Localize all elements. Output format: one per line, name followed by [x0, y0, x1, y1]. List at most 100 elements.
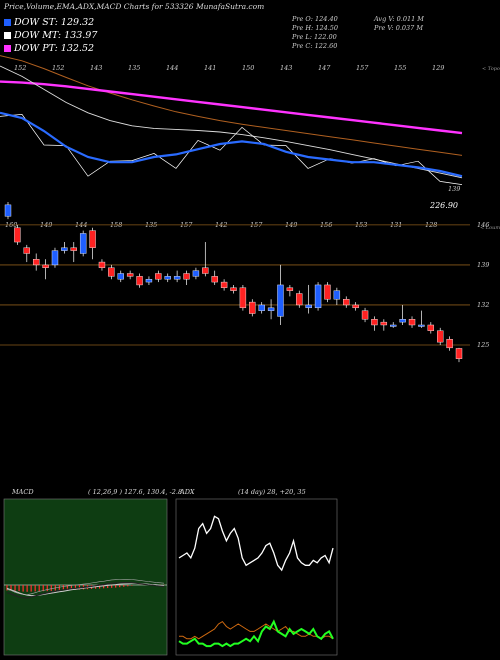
- candle-body: [324, 284, 331, 300]
- candle-body: [399, 319, 406, 323]
- adx-minus-di-line: [178, 619, 334, 648]
- ema-magenta-line: [0, 80, 463, 135]
- adx-panel: [175, 498, 338, 656]
- ema-top-label: 144: [166, 64, 178, 72]
- price-panel: 160 149 144 158 135 157 142 157 149 156 153 131 128 <…: [0, 202, 500, 363]
- price-tick-label: 139: [477, 261, 489, 269]
- candle-body: [202, 267, 209, 274]
- candle-body: [361, 310, 369, 320]
- legend-dow-pt-label: DOW PT: 132.52: [14, 43, 95, 54]
- ema-top-label: 155: [394, 64, 406, 72]
- legend-dow-mt-label: DOW MT: 133.97: [14, 30, 98, 41]
- ema-price-line: [0, 114, 463, 185]
- ema-top-label: 129: [432, 64, 444, 72]
- stat-pre-close: Pre C: 122.60: [292, 42, 338, 50]
- ema-top-label: 152: [52, 64, 64, 72]
- adx-line: [178, 515, 334, 572]
- legend-swatch-icon: [4, 19, 11, 26]
- candle-body: [380, 321, 388, 326]
- candle-body: [117, 273, 124, 280]
- candle-body: [51, 250, 59, 266]
- stats-prev-ohlc: Pre O: 124.40 Pre H: 124.50 Pre L: 122.0…: [292, 15, 338, 51]
- macd-panel: [3, 498, 168, 656]
- candle-body: [427, 324, 435, 331]
- candle-body: [418, 324, 425, 327]
- candle-body: [145, 279, 153, 283]
- ema-top-label: 143: [280, 64, 292, 72]
- candle-body: [42, 264, 49, 268]
- candle-body: [183, 273, 190, 280]
- ema-corner-label: < Topo: [482, 66, 500, 72]
- candle-body: [352, 304, 359, 309]
- candle-body: [390, 324, 397, 327]
- candle-body: [305, 304, 312, 309]
- price-tick-label: 125: [477, 341, 489, 349]
- candle-body: [437, 330, 444, 343]
- legend-swatch-icon: [4, 45, 11, 52]
- candle-body: [249, 301, 256, 314]
- legend-swatch-icon: [4, 32, 11, 39]
- macd-label: MACD: [12, 488, 34, 496]
- ema-top-label: 147: [318, 64, 331, 72]
- candle-body: [296, 293, 303, 306]
- candle-body: [14, 227, 21, 243]
- legend-dow-pt: DOW PT: 132.52: [4, 43, 94, 54]
- ema-panel: 152 152 143 135 144 141 150 143 147 157 155 129 < To…: [0, 55, 500, 210]
- candle-body: [4, 204, 12, 217]
- adx-plus-di-line: [179, 620, 334, 640]
- macd-params: ( 12,26,9 ) 127.6, 130.4, -2.8: [88, 488, 183, 496]
- ema-top-label: 152: [14, 64, 26, 72]
- candle-body: [61, 247, 68, 251]
- price-tick-label: 146: [477, 221, 489, 229]
- ema-bottom-value: 226.90: [429, 201, 458, 210]
- candle-body: [220, 281, 228, 288]
- macd-main-line: [6, 581, 165, 599]
- legend-dow-st-label: DOW ST: 129.32: [14, 17, 95, 28]
- candle-body: [277, 284, 284, 317]
- candle-body: [314, 284, 322, 309]
- candle-body: [155, 273, 162, 280]
- adx-label: ADX: [180, 488, 195, 496]
- candle-body: [173, 276, 181, 280]
- candle-body: [267, 307, 275, 311]
- legend-dow-st: DOW ST: 129.32: [4, 17, 94, 28]
- price-corner-label: < Loum: [480, 225, 500, 231]
- adx-background: [175, 498, 338, 656]
- ema-bottom-label: 139: [448, 185, 460, 193]
- candle-body: [23, 247, 30, 254]
- price-tick-label: 132: [477, 301, 489, 309]
- ema-brown-line: [0, 55, 463, 156]
- adx-params: (14 day) 28, +20, 35: [238, 488, 306, 496]
- candle-body: [371, 319, 378, 326]
- candle-body: [239, 287, 247, 309]
- macd-outline-line: [6, 578, 165, 596]
- stat-pre-volume: Pre V: 0.037 M: [374, 24, 424, 32]
- legend-dow-mt: DOW MT: 133.97: [4, 30, 97, 41]
- stat-pre-high: Pre H: 124.50: [292, 24, 339, 32]
- candle-body: [192, 270, 200, 277]
- ema-blue-line: [0, 111, 463, 178]
- candle-body: [32, 259, 40, 266]
- stat-pre-open: Pre O: 124.40: [292, 15, 338, 23]
- stats-volume: Avg V: 0.011 M Pre V: 0.037 M: [374, 15, 424, 33]
- chart-title: Price,Volume,EMA,ADX,MACD Charts for 533…: [4, 2, 265, 11]
- stat-pre-low: Pre L: 122.00: [292, 33, 337, 41]
- candle-body: [136, 276, 143, 286]
- candle-body: [286, 287, 294, 291]
- candle-body: [408, 319, 416, 326]
- candle-body: [98, 261, 106, 268]
- candle-body: [343, 299, 350, 306]
- ema-top-label: 143: [90, 64, 102, 72]
- candle-body: [108, 267, 115, 277]
- candle-body: [211, 276, 218, 283]
- ema-white-line: [0, 65, 463, 179]
- ema-top-label: 135: [128, 64, 140, 72]
- ema-top-label: 157: [356, 64, 369, 72]
- candle-body: [258, 304, 265, 311]
- candle-body: [126, 273, 134, 277]
- macd-background: [3, 498, 168, 656]
- ema-top-label: 150: [242, 64, 254, 72]
- candle-body: [446, 339, 453, 349]
- candle-body: [455, 348, 463, 359]
